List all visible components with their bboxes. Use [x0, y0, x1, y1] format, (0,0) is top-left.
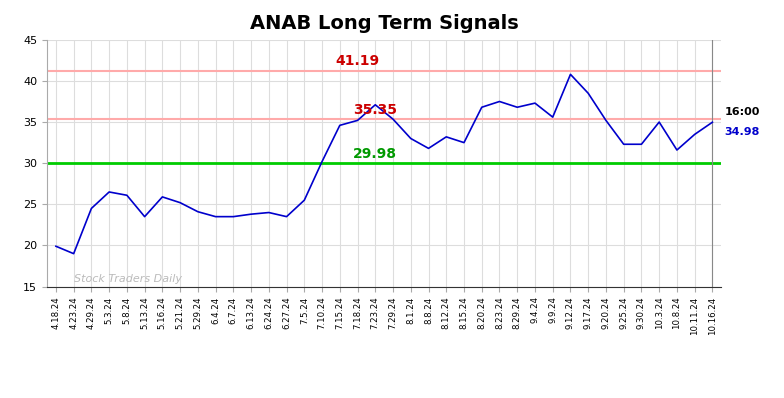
Text: 35.35: 35.35: [354, 103, 397, 117]
Text: 16:00: 16:00: [724, 107, 760, 117]
Text: 29.98: 29.98: [354, 147, 397, 161]
Text: 41.19: 41.19: [336, 54, 379, 68]
Text: Stock Traders Daily: Stock Traders Daily: [74, 274, 182, 284]
Text: 34.98: 34.98: [724, 127, 760, 137]
Title: ANAB Long Term Signals: ANAB Long Term Signals: [250, 14, 518, 33]
